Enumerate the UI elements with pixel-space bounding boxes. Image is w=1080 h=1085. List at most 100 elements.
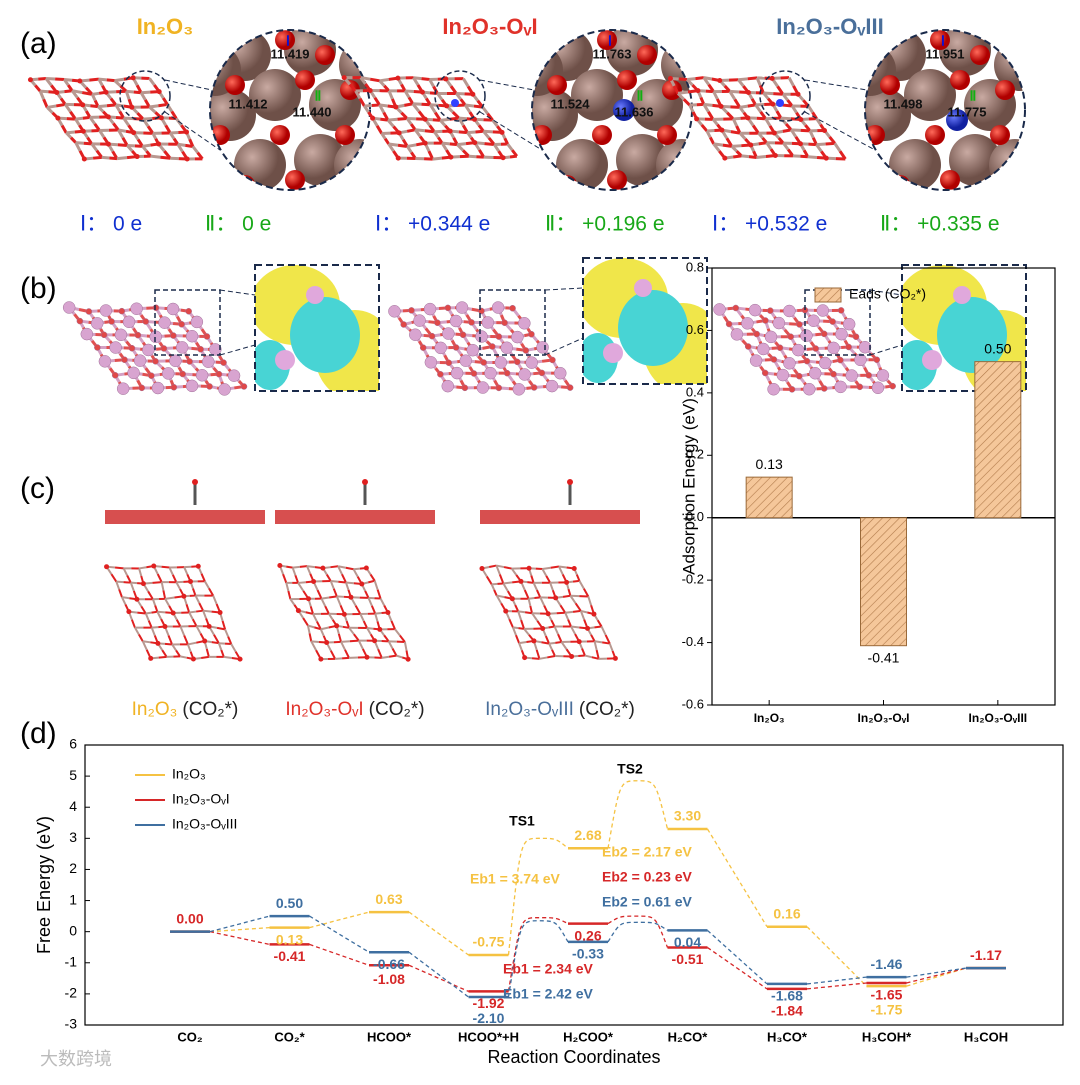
atom [846, 344, 852, 350]
atom [472, 140, 477, 145]
atom [828, 342, 840, 354]
in-atom [603, 343, 623, 363]
y-tick-label: 3 [69, 829, 77, 845]
bond [550, 583, 553, 591]
bond [789, 78, 793, 86]
atom [477, 382, 489, 394]
bond [433, 158, 442, 159]
value-label: -0.33 [572, 946, 604, 962]
atom [100, 305, 112, 317]
atom [803, 383, 815, 395]
atom [82, 156, 87, 161]
atom [546, 611, 551, 616]
bond [303, 618, 308, 625]
bond [759, 143, 767, 144]
bond [463, 79, 468, 87]
atom [157, 89, 162, 94]
zoom-line [545, 338, 583, 355]
atom [448, 129, 453, 134]
bond [582, 649, 585, 656]
atom [772, 130, 777, 135]
y-tick-label: 0.4 [686, 384, 704, 399]
atom [526, 357, 538, 369]
bond [532, 613, 537, 621]
bond [565, 613, 568, 620]
bond [706, 91, 714, 92]
o-atom [225, 75, 245, 95]
bond [378, 590, 381, 599]
atom [55, 116, 60, 121]
bond [558, 634, 561, 642]
atom [809, 367, 821, 379]
caption-suffix: (CO₂*) [369, 699, 425, 720]
bond [375, 581, 378, 590]
atom [420, 345, 426, 351]
atom [773, 153, 778, 158]
atom [469, 319, 475, 325]
atom [170, 333, 176, 339]
atom [554, 367, 566, 379]
atom [401, 321, 407, 327]
bond [345, 650, 349, 658]
bond [562, 642, 567, 649]
bond [783, 130, 791, 132]
bond [476, 131, 484, 132]
connector [708, 930, 768, 984]
bond [288, 591, 290, 599]
co2-o [567, 479, 573, 485]
bond [221, 650, 223, 657]
bond [335, 658, 342, 659]
bond [188, 644, 191, 651]
atom [306, 596, 311, 601]
atom [484, 367, 496, 379]
bond [702, 125, 707, 131]
bond [595, 626, 602, 627]
atom [207, 624, 212, 629]
atom [750, 355, 762, 367]
atom [872, 382, 884, 394]
site-value: 11.419 [270, 46, 309, 61]
bond [695, 78, 703, 79]
transition-curve [509, 918, 569, 992]
bond [360, 614, 363, 621]
atom [196, 369, 208, 381]
bond [193, 589, 196, 596]
bond [525, 590, 529, 599]
o-atom [637, 45, 657, 65]
panel-label: (b) [20, 272, 57, 305]
atom [796, 92, 801, 97]
atom [522, 655, 527, 660]
bond [329, 596, 337, 597]
bond [38, 78, 46, 79]
atom [429, 333, 435, 339]
value-label: -1.46 [871, 956, 903, 972]
value-label: 0.50 [276, 895, 303, 911]
bond [56, 104, 65, 106]
atom [813, 346, 819, 352]
atom [502, 320, 508, 326]
atom [377, 627, 382, 632]
atom [359, 582, 364, 587]
bond [116, 91, 126, 92]
atom [470, 92, 475, 97]
atom [511, 331, 523, 343]
bond [560, 605, 565, 612]
bond [107, 80, 115, 81]
connector [708, 948, 768, 989]
bond [193, 146, 198, 152]
transition-curve [509, 838, 569, 955]
atom [216, 371, 222, 377]
atom [420, 90, 425, 95]
zoom-line [545, 288, 583, 290]
atom [109, 318, 115, 324]
bond [510, 156, 517, 157]
atom [746, 90, 751, 95]
connector [409, 965, 469, 991]
atom [135, 332, 141, 338]
atom [176, 341, 188, 353]
atom [99, 355, 111, 367]
atom [745, 115, 750, 120]
bond [64, 91, 72, 92]
ts-label: TS1 [509, 813, 535, 829]
atom [513, 383, 525, 395]
